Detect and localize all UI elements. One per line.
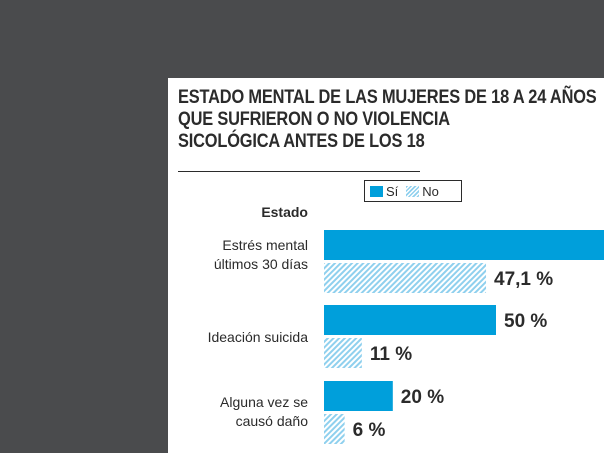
- chart-title-line-3: SICOLÓGICA ANTES DE LOS 18: [178, 130, 425, 152]
- legend-item-si: Sí: [370, 184, 398, 199]
- legend-item-no: No: [406, 184, 439, 199]
- title-underline: [178, 171, 420, 172]
- category-label-dano: Alguna vez se causó daño: [220, 394, 308, 429]
- chart-title-line-1: ESTADO MENTAL DE LAS MUJERES DE 18 A 24 …: [178, 86, 597, 108]
- bar-no-1: [324, 338, 362, 368]
- bar-chart: 47,1 % 50 % 11 % 20 % 6 %: [324, 230, 604, 444]
- value-label-si-2: 20 %: [401, 387, 444, 408]
- legend-label-si: Sí: [386, 183, 399, 199]
- legend: Sí No: [364, 180, 462, 202]
- value-label-no-2: 6 %: [353, 420, 386, 441]
- legend-label-no: No: [422, 183, 439, 199]
- bar-si-1: [324, 305, 496, 335]
- chart-title-line-2: QUE SUFRIERON O NO VIOLENCIA: [178, 108, 450, 130]
- bar-no-0: [324, 263, 487, 293]
- axis-label-estado: Estado: [261, 204, 308, 220]
- value-label-no-1: 11 %: [370, 344, 412, 365]
- bar-si-0: [324, 230, 604, 260]
- value-label-no-0: 47,1 %: [494, 269, 553, 290]
- legend-swatch-si: [370, 185, 383, 197]
- bar-si-2: [324, 381, 393, 411]
- legend-swatch-no: [406, 185, 420, 197]
- chart-card: ESTADO MENTAL DE LAS MUJERES DE 18 A 24 …: [168, 78, 604, 453]
- value-label-si-1: 50 %: [504, 311, 547, 332]
- bar-no-2: [324, 414, 345, 444]
- category-label-estres: Estrés mental últimos 30 días: [213, 237, 308, 272]
- category-label-ideacion: Ideación suicida: [207, 329, 308, 345]
